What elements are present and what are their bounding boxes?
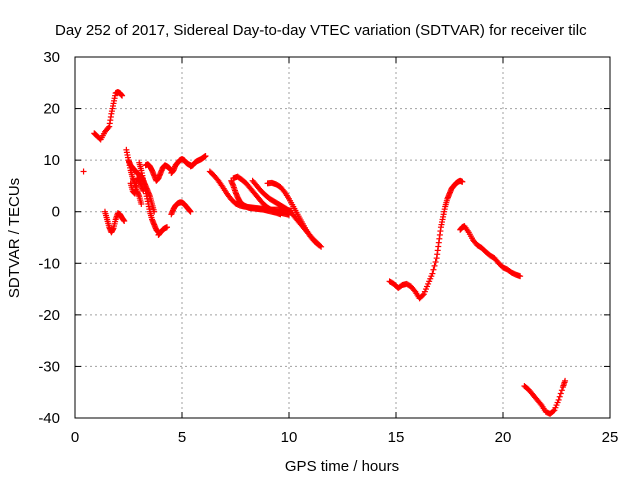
data-point-marker: [517, 273, 524, 280]
data-point-marker: [105, 124, 112, 131]
data-point-marker: [558, 387, 565, 394]
data-point-marker: [314, 241, 321, 248]
data-point-marker: [419, 292, 426, 299]
data-point-marker: [459, 178, 466, 185]
data-point-marker: [432, 258, 439, 265]
data-point-marker: [430, 266, 437, 273]
x-tick-label: 5: [178, 429, 186, 446]
data-point-marker: [138, 200, 145, 207]
data-point-marker: [121, 217, 128, 224]
y-tick-label: 10: [43, 152, 60, 169]
data-point-marker: [119, 92, 126, 99]
y-tick-label: 20: [43, 101, 60, 118]
data-point-marker: [556, 393, 563, 400]
x-axis-label: GPS time / hours: [285, 458, 399, 475]
grid-lines: [75, 57, 610, 418]
data-point-marker: [164, 224, 171, 231]
data-point-marker: [429, 270, 436, 277]
data-point-marker: [562, 377, 569, 384]
y-tick-label: -30: [38, 358, 60, 375]
plot-frame: [74, 56, 611, 419]
y-axis-label: SDTVAR / TECUs: [6, 178, 23, 298]
data-point-marker: [315, 242, 322, 249]
data-markers: [80, 89, 569, 417]
data-point-marker: [187, 208, 194, 215]
data-point-marker: [202, 153, 209, 160]
y-tick-label: 0: [52, 204, 60, 221]
y-tick-label: 30: [43, 49, 60, 66]
data-point-marker: [550, 408, 557, 415]
data-point-marker: [431, 262, 438, 269]
data-point-marker: [80, 168, 87, 175]
x-tick-label: 15: [388, 429, 405, 446]
y-tick-label: -10: [38, 255, 60, 272]
x-tick-label: 20: [495, 429, 512, 446]
chart-title: Day 252 of 2017, Sidereal Day-to-day VTE…: [55, 22, 587, 39]
data-point-marker: [557, 390, 564, 397]
y-tick-label: -20: [38, 307, 60, 324]
y-tick-label: -40: [38, 410, 60, 427]
x-tick-label: 25: [602, 429, 619, 446]
x-tick-label: 10: [281, 429, 298, 446]
data-point-marker: [555, 396, 562, 403]
x-tick-label: 0: [71, 429, 79, 446]
tick-marks: [74, 56, 611, 419]
